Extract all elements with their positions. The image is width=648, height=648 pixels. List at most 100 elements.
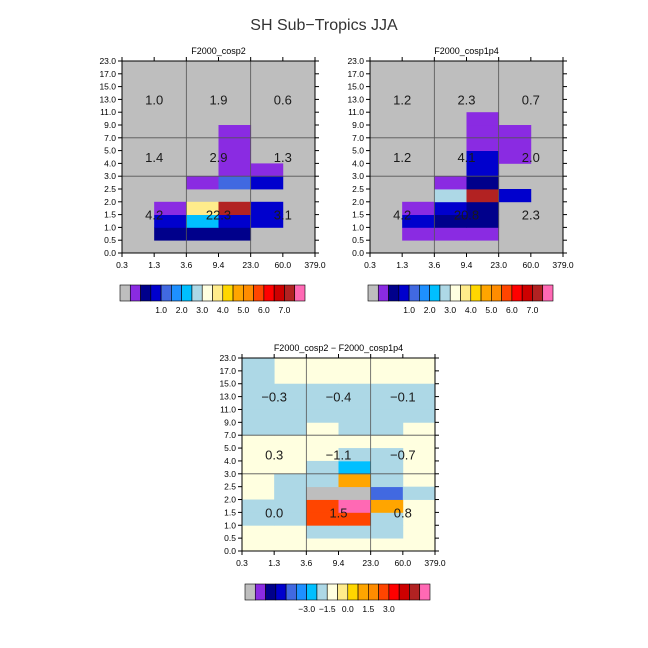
heatmap-cell — [274, 473, 307, 488]
y-tick-label: 13.0 — [219, 392, 236, 402]
colorbar-label: 6.0 — [258, 305, 270, 315]
y-tick-label: 15.0 — [347, 82, 364, 92]
heatmap-cell — [466, 125, 500, 139]
heatmap-cell — [338, 448, 372, 462]
colorbar-swatch — [244, 583, 256, 601]
heatmap-cell — [242, 512, 275, 526]
heatmap-cell — [434, 201, 467, 215]
group-value-label: 0.8 — [394, 505, 412, 520]
heatmap-cell — [242, 370, 275, 385]
group-value-label: 1.5 — [329, 505, 347, 520]
heatmap-cell — [186, 227, 219, 241]
y-tick-label: 1.5 — [224, 507, 236, 517]
y-tick-label: 0.0 — [352, 248, 364, 258]
y-tick-label: 4.0 — [104, 158, 116, 168]
heatmap-cell — [274, 396, 307, 410]
colorbar-label: 4.0 — [465, 305, 477, 315]
colorbar-swatch — [542, 284, 554, 302]
y-tick-label: 23.0 — [219, 353, 236, 363]
group-value-label: −0.7 — [390, 448, 416, 463]
y-tick-label: 17.0 — [99, 69, 116, 79]
heatmap-cell — [306, 486, 339, 500]
heatmap-cell — [370, 383, 404, 397]
heatmap-cell — [370, 473, 404, 488]
colorbar-swatch — [419, 583, 431, 601]
colorbar-label: 7.0 — [279, 305, 291, 315]
heatmap-cell — [434, 176, 467, 190]
heatmap-cell — [338, 499, 372, 513]
y-tick-label: 0.5 — [352, 235, 364, 245]
heatmap-cell — [250, 176, 284, 190]
figure-title: SH Sub−Tropics JJA — [250, 17, 398, 34]
x-tick-label: 379.0 — [424, 558, 446, 568]
group-value-label: 4.2 — [145, 208, 163, 223]
heatmap-cell — [274, 422, 307, 436]
colorbar-swatch — [460, 284, 472, 302]
colorbar-swatch — [491, 284, 502, 302]
x-tick-label: 23.0 — [490, 260, 507, 270]
heatmap-cell — [498, 189, 532, 203]
x-tick-label: 0.3 — [236, 558, 248, 568]
heatmap-cell — [186, 201, 219, 215]
heatmap-cell — [250, 201, 284, 215]
group-value-label: 4.2 — [393, 208, 411, 223]
heatmap-cell — [242, 358, 275, 372]
colorbar-swatch — [285, 583, 297, 601]
heatmap-cell — [338, 396, 372, 410]
heatmap-cell — [466, 214, 500, 228]
colorbar-swatch — [388, 583, 400, 601]
colorbar-swatch — [201, 284, 213, 302]
colorbar-label: 5.0 — [485, 305, 497, 315]
group-value-label: 2.3 — [457, 92, 475, 107]
colorbar-swatch — [501, 284, 513, 302]
y-tick-label: 9.0 — [352, 120, 364, 130]
colorbar-label: 6.0 — [506, 305, 518, 315]
y-tick-label: 23.0 — [99, 56, 116, 66]
y-tick-label: 5.0 — [104, 146, 116, 156]
heatmap-cell — [242, 396, 275, 410]
colorbar-swatch — [337, 583, 349, 601]
colorbar-swatch — [222, 284, 234, 302]
heatmap-cell — [498, 150, 532, 164]
group-value-label: 1.9 — [209, 92, 227, 107]
x-tick-label: 379.0 — [304, 260, 326, 270]
heatmap-cell — [402, 227, 435, 241]
heatmap-cell — [306, 396, 339, 410]
y-tick-label: 3.0 — [352, 171, 364, 181]
colorbar-swatch — [347, 583, 359, 601]
group-value-label: 4.1 — [457, 150, 475, 165]
panel-title: F2000_cosp1p4 — [434, 46, 499, 56]
y-tick-label: 15.0 — [219, 379, 236, 389]
heatmap-cell — [242, 383, 275, 397]
heatmap-cell — [306, 409, 339, 423]
colorbar-swatch — [212, 284, 224, 302]
colorbar-swatch — [398, 583, 410, 601]
colorbar-swatch — [368, 583, 379, 601]
heatmap-cell — [306, 512, 339, 526]
colorbar-label: 5.0 — [237, 305, 249, 315]
heatmap-cell — [154, 214, 187, 228]
heatmap-cell — [306, 473, 339, 488]
x-tick-label: 3.6 — [300, 558, 312, 568]
colorbar-swatch — [532, 284, 544, 302]
heatmap-cell — [338, 473, 372, 488]
y-tick-label: 13.0 — [99, 94, 116, 104]
group-value-label: −1.1 — [326, 448, 352, 463]
heatmap-cell — [306, 460, 339, 475]
colorbar-swatch — [480, 284, 492, 302]
group-value-label: 2.9 — [209, 150, 227, 165]
y-tick-label: 23.0 — [347, 56, 364, 66]
heatmap-cell — [466, 137, 500, 151]
y-tick-label: 5.0 — [224, 443, 236, 453]
panel-difference: F2000_cosp2 − F2000_cosp1p4 −0.3 −0.4 −0.1 0… — [219, 343, 445, 614]
heatmap-cell — [186, 214, 219, 228]
panel-title: F2000_cosp2 — [191, 46, 246, 56]
heatmap-cell — [218, 176, 252, 190]
x-tick-label: 0.3 — [116, 260, 128, 270]
colorbar-swatch — [439, 284, 451, 302]
group-value-label: 1.3 — [274, 150, 292, 165]
heatmap-cell — [370, 486, 404, 500]
heatmap-cell — [498, 137, 532, 151]
y-tick-label: 1.5 — [104, 210, 116, 220]
heatmap-cell — [154, 227, 187, 241]
